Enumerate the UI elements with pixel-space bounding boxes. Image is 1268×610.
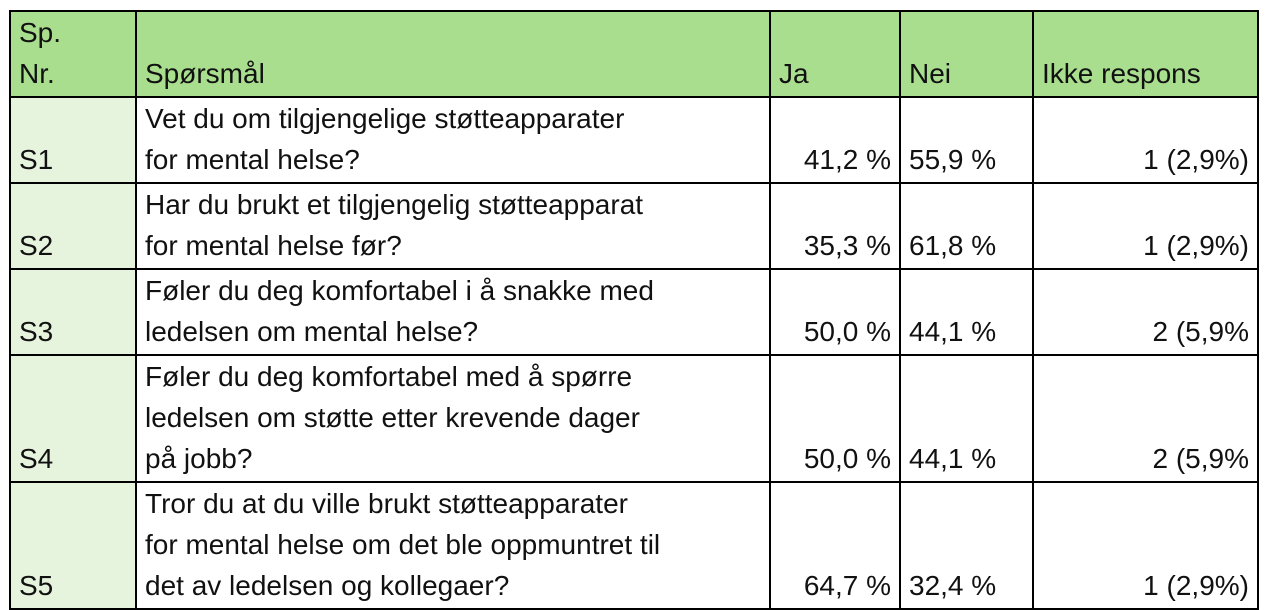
table-row: S5 Tror du at du ville brukt støtteappar… [9, 481, 1259, 610]
header-row: Sp. Nr. Spørsmål Ja Nei Ikke respons [9, 10, 1259, 98]
row-nei: 44,1 % [899, 354, 1034, 483]
row-ikke-respons: 1 (2,9%) [1032, 96, 1259, 184]
row-ja: 64,7 % [769, 481, 901, 610]
row-ja: 50,0 % [769, 268, 901, 356]
row-nei: 32,4 % [899, 481, 1034, 610]
row-nei: 55,9 % [899, 96, 1034, 184]
row-question: Føler du deg komfortabel i å snakke med … [135, 268, 771, 356]
row-ikke-respons: 1 (2,9%) [1032, 182, 1259, 270]
table-row: S1 Vet du om tilgjengelige støtteapparat… [9, 96, 1259, 184]
table-row: S4 Føler du deg komfortabel med å spørre… [9, 354, 1259, 483]
header-ikke-respons: Ikke respons [1032, 10, 1259, 98]
row-nr: S1 [9, 96, 137, 184]
header-nei: Nei [899, 10, 1034, 98]
row-question: Tror du at du ville brukt støtteapparate… [135, 481, 771, 610]
row-question: Føler du deg komfortabel med å spørre le… [135, 354, 771, 483]
header-nr: Sp. Nr. [9, 10, 137, 98]
row-question: Vet du om tilgjengelige støtteapparater … [135, 96, 771, 184]
row-ja: 50,0 % [769, 354, 901, 483]
row-question: Har du brukt et tilgjengelig støtteappar… [135, 182, 771, 270]
row-nei: 61,8 % [899, 182, 1034, 270]
row-nei: 44,1 % [899, 268, 1034, 356]
row-ikke-respons: 2 (5,9% [1032, 354, 1259, 483]
row-nr: S5 [9, 481, 137, 610]
row-nr: S4 [9, 354, 137, 483]
row-nr: S3 [9, 268, 137, 356]
table-row: S3 Føler du deg komfortabel i å snakke m… [9, 268, 1259, 356]
table-row: S2 Har du brukt et tilgjengelig støtteap… [9, 182, 1259, 270]
row-ikke-respons: 1 (2,9%) [1032, 481, 1259, 610]
row-ja: 41,2 % [769, 96, 901, 184]
survey-table: Sp. Nr. Spørsmål Ja Nei Ikke respons S1 … [9, 10, 1259, 610]
row-nr: S2 [9, 182, 137, 270]
header-question: Spørsmål [135, 10, 771, 98]
row-ikke-respons: 2 (5,9% [1032, 268, 1259, 356]
header-ja: Ja [769, 10, 901, 98]
row-ja: 35,3 % [769, 182, 901, 270]
